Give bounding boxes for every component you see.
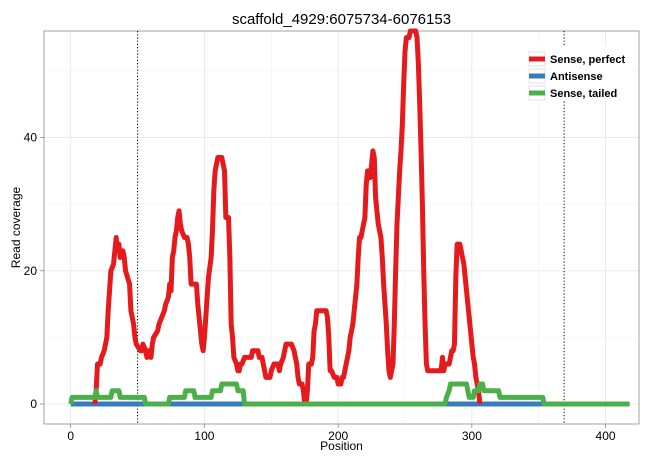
y-tick-label: 20: [24, 264, 38, 278]
legend-label: Sense, perfect: [550, 54, 626, 66]
x-tick-label: 200: [328, 429, 348, 443]
series-line-sense-tailed: [68, 381, 630, 407]
axes: 0 100 200 300 400 0 20 40: [24, 131, 616, 443]
x-tick-label: 300: [462, 429, 482, 443]
chart-title: scaffold_4929:6075734-6076153: [232, 11, 451, 28]
x-axis-title: Position: [320, 439, 363, 453]
panel-border: [43, 30, 640, 425]
legend-label: Sense, tailed: [550, 88, 617, 100]
legend-label: Antisense: [550, 71, 603, 83]
y-tick-label: 0: [30, 397, 37, 411]
legend: Sense, perfect Antisense Sense, tailed: [525, 46, 631, 101]
x-tick-label: 100: [194, 429, 214, 443]
plot-border: [43, 30, 640, 425]
x-tick-label: 0: [67, 429, 74, 443]
x-tick-label: 400: [596, 429, 616, 443]
y-axis-title: Read coverage: [9, 186, 23, 268]
reference-lines: [137, 31, 565, 424]
y-tick-label: 40: [24, 131, 38, 145]
series-line-sense-perfect: [92, 28, 483, 407]
series-layer: [68, 28, 630, 407]
